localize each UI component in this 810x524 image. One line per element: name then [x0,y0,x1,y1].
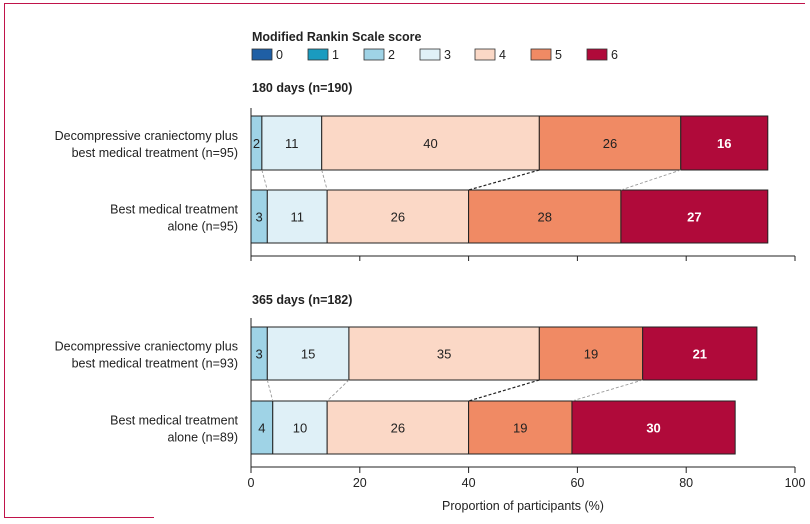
legend-label-6: 6 [611,48,618,62]
bar-segment-mrs-3 [261,115,323,171]
legend-swatch-3 [419,48,441,61]
data-label-mrs-4: 35 [437,347,451,362]
x-tick-label: 80 [679,476,693,490]
data-label-mrs-4: 40 [423,136,437,151]
x-tick-label: 60 [570,476,584,490]
connector-line [266,379,274,402]
bar-segment-mrs-6 [620,189,769,244]
connector-line [620,169,681,191]
data-label-mrs-6: 21 [693,347,707,362]
legend-swatch-2 [363,48,385,61]
figure-frame [4,3,805,518]
data-label-mrs-2: 3 [256,347,263,362]
data-label-mrs-3: 15 [301,347,315,362]
bar-segment-mrs-6 [642,326,758,381]
row-label-line2: best medical treatment (n=95) [72,146,238,160]
legend-swatch-0 [251,48,273,61]
data-label-mrs-2: 3 [256,210,263,225]
legend-label-0: 0 [276,48,283,62]
chart-panels: 180 days (n=190) Decompressive craniectom… [55,81,796,467]
bar-segment-mrs-4 [348,326,540,381]
connector-line [571,379,643,402]
x-tick-label: 20 [353,476,367,490]
data-label-mrs-6: 30 [646,421,660,436]
bar-segment-mrs-4 [321,115,540,171]
bar-segment-mrs-4 [326,189,470,244]
row-label-line1: Decompressive craniectomy plus [55,129,238,143]
bar-segment-mrs-5 [468,189,622,244]
row-label-line1: Best medical treatment [110,414,238,428]
bar-segment-mrs-3 [272,400,328,455]
data-label-mrs-5: 26 [603,136,617,151]
bar-segment-mrs-5 [538,115,682,171]
legend-label-5: 5 [555,48,562,62]
x-axis: 0 20 40 60 80 100 [248,466,806,490]
connector-line [326,379,350,402]
connector-line [468,379,540,402]
data-label-mrs-6: 16 [717,136,731,151]
legend-title: Modified Rankin Scale score [252,30,422,44]
row-label-line2: alone (n=95) [167,220,238,234]
legend-label-4: 4 [499,48,506,62]
bar-segment-mrs-3 [266,189,328,244]
row-label-line2: alone (n=89) [167,431,238,445]
data-label-mrs-4: 26 [391,421,405,436]
data-label-mrs-2: 2 [253,136,260,151]
row-label-line2: best medical treatment (n=93) [72,357,238,371]
data-label-mrs-2: 4 [258,421,265,436]
legend-swatch-4 [474,48,496,61]
data-label-mrs-6: 27 [687,210,701,225]
x-tick-label: 100 [785,476,806,490]
x-tick-label: 40 [462,476,476,490]
figure-frame-bottom [4,517,154,518]
data-label-mrs-3: 11 [285,136,299,151]
data-label-mrs-5: 19 [513,421,527,436]
bar-segment-mrs-5 [538,326,644,381]
legend-label-3: 3 [444,48,451,62]
connector-line [321,169,328,191]
x-tick-label: 0 [248,476,255,490]
legend-swatch-5 [530,48,552,61]
x-axis-label: Proportion of participants (%) [442,499,604,513]
legend-label-1: 1 [332,48,339,62]
panel-title-1: 180 days (n=190) [252,81,352,95]
legend-swatch-1 [307,48,329,61]
data-label-mrs-5: 28 [538,210,552,225]
data-label-mrs-5: 19 [584,347,598,362]
legend: 0 1 2 3 4 5 6 [251,48,618,62]
legend-label-2: 2 [388,48,395,62]
bar-segment-mrs-6 [680,115,769,171]
data-label-mrs-4: 26 [391,210,405,225]
row-label-line1: Decompressive craniectomy plus [55,340,238,354]
legend-swatch-6 [586,48,608,61]
panel-title-2: 365 days (n=182) [252,293,352,307]
data-label-mrs-3: 10 [293,421,307,436]
bar-segment-mrs-5 [468,400,573,455]
connector-line [468,169,540,191]
connector-line [261,169,268,191]
bar-segment-mrs-4 [326,400,470,455]
bar-segment-mrs-6 [571,400,736,455]
row-label-line1: Best medical treatment [110,203,238,217]
bar-segment-mrs-3 [266,326,350,381]
data-label-mrs-3: 11 [290,210,304,225]
